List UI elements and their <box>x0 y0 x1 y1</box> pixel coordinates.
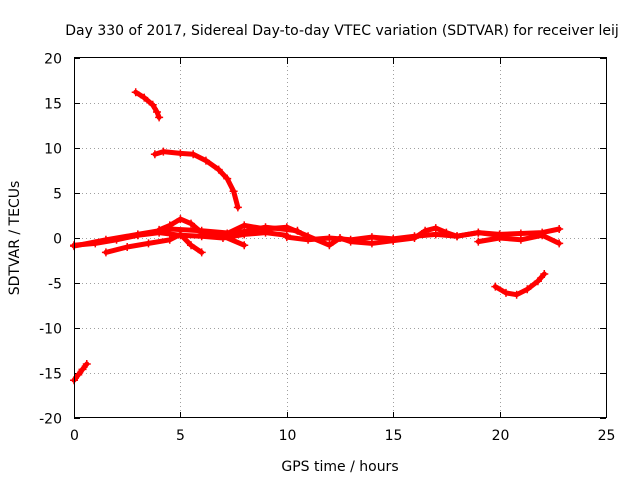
data-point <box>442 228 451 237</box>
data-point <box>538 231 547 240</box>
data-point <box>555 239 564 248</box>
data-point <box>516 235 525 244</box>
data-point <box>155 113 164 122</box>
data-point <box>133 230 142 239</box>
data-point <box>512 290 521 299</box>
series-line <box>152 149 241 210</box>
y-tick-labels: -20 -15 -10 -5 0 5 10 15 20 <box>39 52 62 428</box>
data-point <box>197 228 206 237</box>
x-tick-label: 5 <box>176 428 185 444</box>
data-point <box>304 235 313 244</box>
data-point <box>240 221 249 230</box>
data-point <box>555 225 564 233</box>
data-point <box>325 241 334 250</box>
series-arc-3 <box>150 147 242 212</box>
data-point <box>540 270 549 278</box>
x-tick-label: 25 <box>598 428 616 444</box>
data-point <box>218 232 227 241</box>
data-point <box>189 150 198 159</box>
data-point <box>214 165 223 174</box>
data-point <box>165 235 174 244</box>
data-point <box>101 235 110 244</box>
y-tick-label: 0 <box>53 232 62 248</box>
x-tick-label: 20 <box>492 428 510 444</box>
data-point <box>431 224 440 233</box>
series-line <box>71 361 90 383</box>
x-axis-label: GPS time / hours <box>281 459 398 475</box>
data-point <box>187 241 196 250</box>
data-point <box>187 219 196 228</box>
data-point <box>159 147 168 156</box>
series-arc-7 <box>155 215 249 250</box>
data-point <box>155 225 164 234</box>
chart-title: Day 330 of 2017, Sidereal Day-to-day VTE… <box>65 23 619 39</box>
plot-frame <box>74 57 607 418</box>
x-tick-label: 15 <box>385 428 403 444</box>
x-tick-labels: 0 5 10 15 20 25 <box>70 428 615 444</box>
x-tick-label: 0 <box>70 428 79 444</box>
data-point <box>389 236 398 245</box>
data-point <box>474 228 483 237</box>
data-point <box>233 203 242 212</box>
y-tick-label: 5 <box>53 187 62 203</box>
data-point <box>421 226 430 235</box>
series-line <box>492 271 547 298</box>
data-point <box>78 365 87 374</box>
series-arc-6 <box>101 230 206 257</box>
data-point <box>201 156 210 165</box>
data-point <box>176 149 185 158</box>
series-layer <box>70 88 564 385</box>
y-tick-label: 15 <box>44 97 62 113</box>
data-point <box>148 100 157 109</box>
series-arc-12 <box>491 270 549 299</box>
data-point <box>367 233 376 242</box>
data-point <box>240 241 249 250</box>
data-point <box>82 360 91 368</box>
data-point <box>74 370 83 379</box>
data-point <box>346 235 355 244</box>
data-point <box>176 215 185 224</box>
data-point <box>325 234 334 242</box>
data-point <box>410 234 419 242</box>
y-tick-label: -10 <box>39 322 62 338</box>
data-point <box>282 223 291 232</box>
series-arc-11 <box>474 231 564 248</box>
data-point <box>152 108 161 116</box>
data-point <box>282 233 291 242</box>
data-point <box>144 239 153 248</box>
series-arc-2 <box>131 88 164 122</box>
data-point <box>229 187 238 196</box>
y-tick-label: -20 <box>39 412 62 428</box>
data-point <box>165 221 174 230</box>
data-point <box>491 282 500 291</box>
data-point <box>223 229 232 238</box>
data-point <box>131 88 140 97</box>
data-point <box>176 230 185 239</box>
series-arc-10 <box>389 224 564 245</box>
data-point <box>261 225 270 233</box>
data-point <box>197 248 206 257</box>
y-tick-label: 20 <box>44 52 62 68</box>
data-point <box>123 243 132 251</box>
data-point <box>495 234 504 242</box>
data-point <box>474 237 483 246</box>
y-tick-label: -15 <box>39 367 62 383</box>
data-point <box>101 248 110 257</box>
data-point <box>523 285 532 294</box>
y-axis-label: SDTVAR / TECUs <box>7 181 23 296</box>
data-point <box>150 150 159 159</box>
y-tick-label: 10 <box>44 142 62 158</box>
series-arc-1 <box>70 360 91 385</box>
x-tick-label: 10 <box>279 428 297 444</box>
data-point <box>223 174 232 183</box>
data-point <box>501 288 510 297</box>
data-point <box>533 277 542 286</box>
data-point <box>140 93 149 102</box>
data-point <box>453 232 462 241</box>
y-tick-label: -5 <box>48 277 62 293</box>
